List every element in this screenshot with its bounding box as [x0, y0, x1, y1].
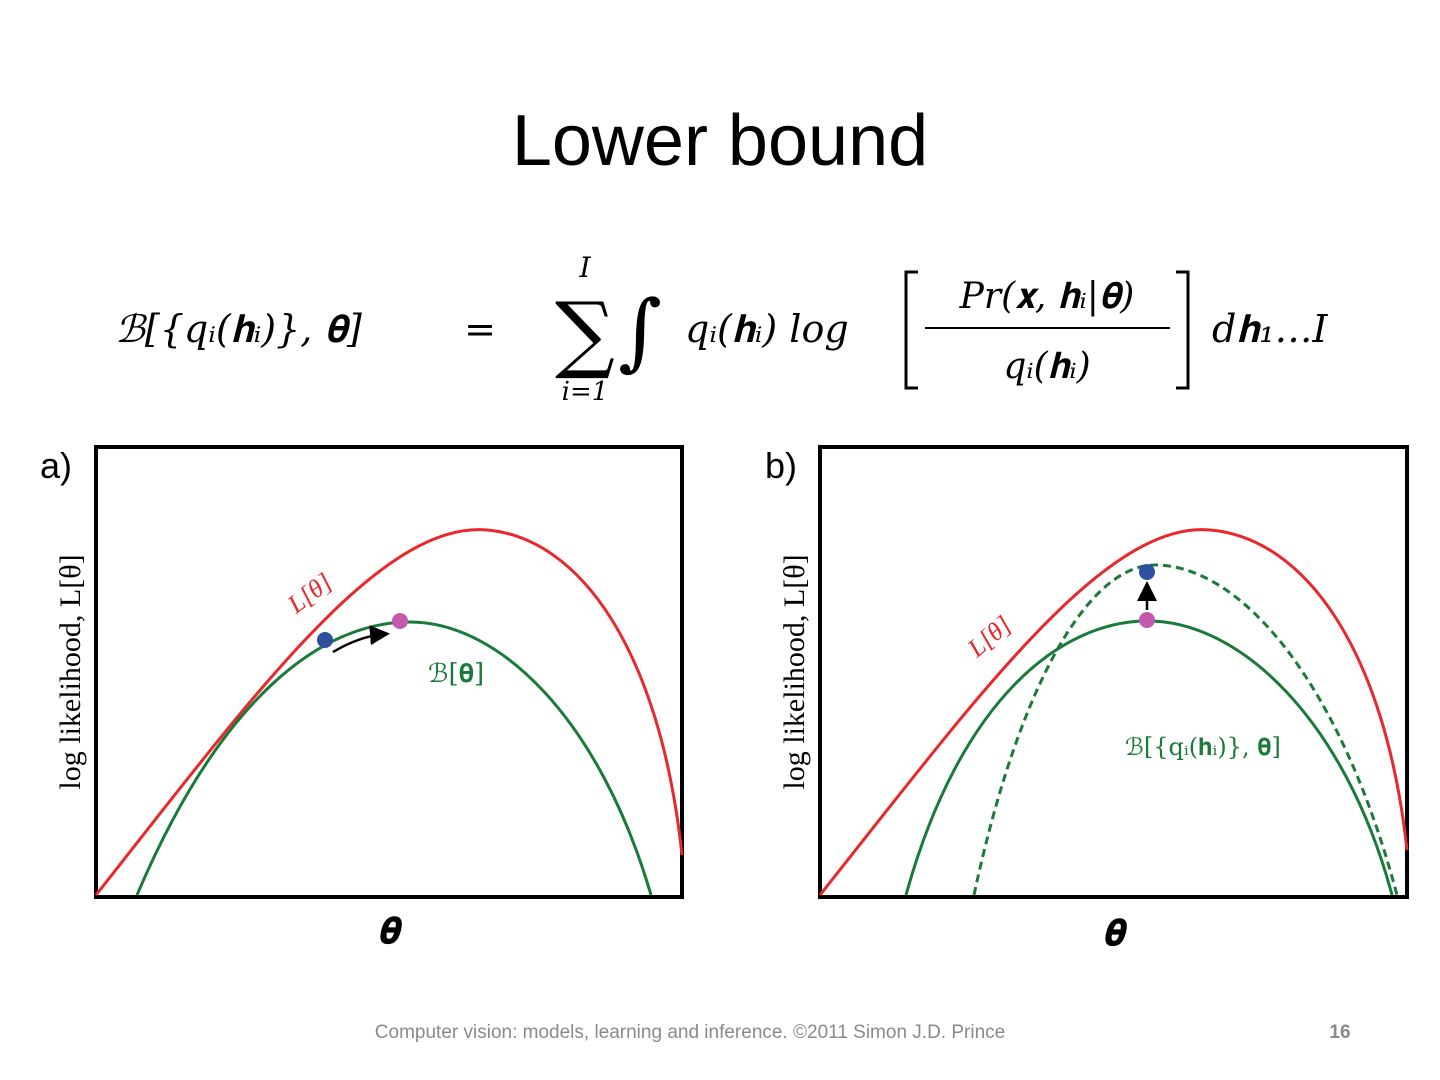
plot-frame: [94, 445, 684, 899]
footer: Computer vision: models, learning and in…: [375, 1022, 1005, 1043]
panel-b: b) log likelihood, L[θ] L[θ] ℬ[{qᵢ(𝐡ᵢ)},…: [765, 445, 1409, 954]
arrow: [332, 625, 390, 654]
equation: ℬ[{qᵢ(𝐡ᵢ)}, 𝛉] = I ∑ i=1 ∫ qᵢ(𝐡ᵢ) log Pr…: [115, 251, 1329, 407]
sum-lower: i=1: [562, 377, 609, 407]
bound-curve: [135, 620, 653, 896]
title: Lower bound: [512, 101, 928, 181]
equation-factor: qᵢ(𝐡ᵢ) log: [685, 307, 849, 351]
numerator: Pr(𝐱, 𝐡ᵢ|𝛉): [959, 276, 1135, 317]
panel-label: b): [765, 445, 797, 486]
panel-label: a): [40, 445, 72, 486]
equation-equals: =: [464, 307, 496, 351]
panel-a: a) log likelihood, L[θ] L[θ] ℬ[𝛉] 𝛉: [40, 445, 684, 952]
bound-label: ℬ[𝛉]: [428, 659, 484, 689]
sum-sign: ∑: [555, 284, 615, 382]
dot-blue: [1139, 564, 1155, 580]
x-axis-label: 𝛉: [1102, 912, 1127, 954]
x-axis-label: 𝛉: [377, 910, 402, 952]
sum-upper: I: [578, 251, 591, 284]
dot-pink: [1139, 612, 1155, 628]
integral: ∫: [618, 282, 662, 380]
bound-curve-new: [972, 563, 1399, 896]
equation-lhs: ℬ[{qᵢ(𝐡ᵢ)}, 𝛉]: [115, 307, 362, 351]
y-axis-label: log likelihood, L[θ]: [778, 554, 811, 789]
bracket: [904, 270, 1190, 390]
bound-label: ℬ[{qᵢ(𝐡ᵢ)}, 𝛉]: [1125, 733, 1281, 761]
denominator: qᵢ(𝐡ᵢ): [1003, 346, 1090, 387]
differential: d𝐡₁…I: [1212, 307, 1329, 351]
likelihood-curve: [818, 528, 1409, 896]
dot-blue: [317, 632, 333, 648]
page-number: 16: [1329, 1022, 1350, 1043]
likelihood-curve: [94, 528, 684, 896]
dot-pink: [392, 613, 408, 629]
likelihood-label: L[θ]: [281, 567, 337, 619]
likelihood-label: L[θ]: [961, 610, 1017, 663]
plot-frame: [818, 445, 1409, 899]
y-axis-label: log likelihood, L[θ]: [54, 554, 87, 789]
